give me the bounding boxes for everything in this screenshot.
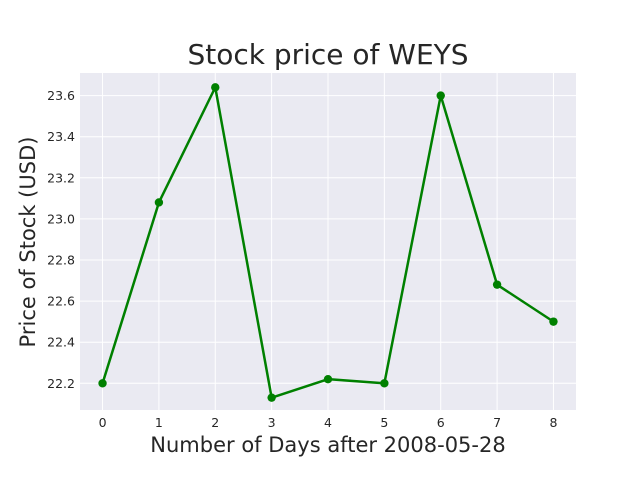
- y-tick-label: 23.6: [47, 88, 75, 103]
- x-tick-label: 4: [324, 415, 332, 430]
- x-tick-label: 6: [437, 415, 445, 430]
- y-tick-label: 22.2: [47, 376, 75, 391]
- y-axis-ticks: 22.2 22.4 22.6 22.8 23.0 23.2 23.4 23.6: [47, 88, 75, 391]
- x-tick-label: 7: [493, 415, 501, 430]
- x-tick-label: 3: [268, 415, 276, 430]
- chart-title: Stock price of WEYS: [187, 38, 468, 71]
- x-tick-label: 5: [380, 415, 388, 430]
- series-group: [98, 83, 558, 402]
- x-tick-label: 2: [211, 415, 219, 430]
- data-point: [380, 379, 389, 388]
- data-point: [98, 379, 107, 388]
- data-point: [211, 83, 220, 92]
- y-tick-label: 22.8: [47, 252, 75, 267]
- x-tick-label: 0: [99, 415, 107, 430]
- data-point: [436, 91, 445, 100]
- data-point: [267, 393, 276, 402]
- y-axis-label: Price of Stock (USD): [16, 137, 40, 348]
- data-point: [323, 374, 333, 384]
- data-point: [154, 198, 164, 207]
- x-axis-ticks: 0 1 2 3 4 5 6 7 8: [99, 415, 558, 430]
- data-point: [492, 280, 502, 289]
- data-point: [549, 317, 558, 326]
- y-tick-label: 22.4: [47, 335, 75, 350]
- x-tick-label: 8: [549, 415, 557, 430]
- y-tick-label: 23.2: [47, 170, 75, 185]
- x-tick-label: 1: [155, 415, 163, 430]
- y-tick-label: 22.6: [47, 294, 75, 309]
- x-axis-label: Number of Days after 2008-05-28: [150, 433, 505, 457]
- y-tick-label: 23.4: [47, 129, 75, 144]
- y-tick-label: 23.0: [47, 211, 75, 226]
